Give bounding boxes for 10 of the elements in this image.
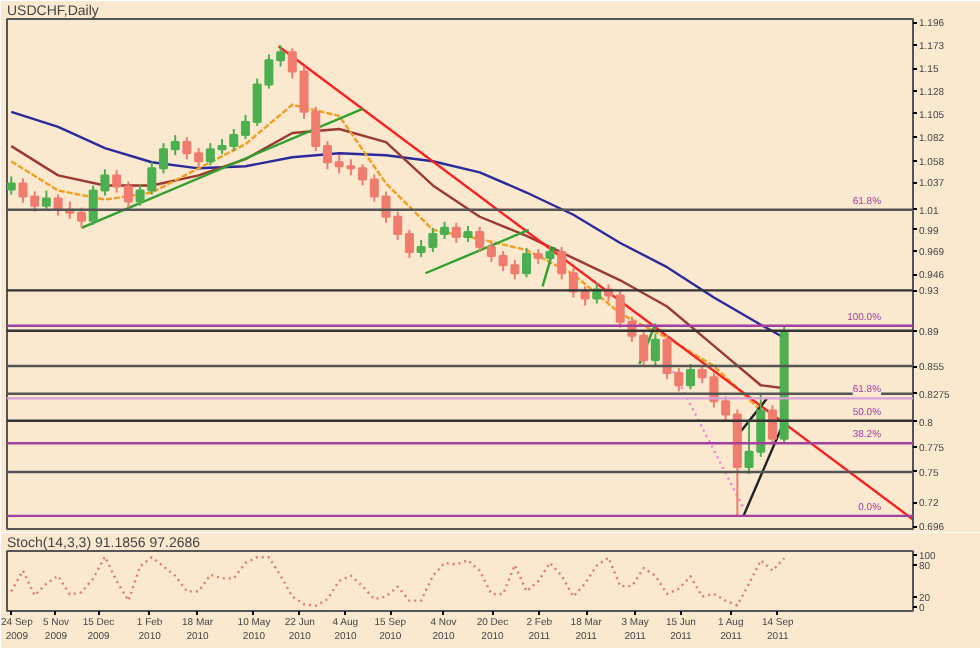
- candlestick: [451, 221, 461, 244]
- candlestick: [41, 189, 51, 211]
- candlestick: [685, 363, 696, 391]
- candlestick: [7, 175, 16, 196]
- candlestick: [767, 404, 777, 446]
- line-series: [10, 555, 786, 608]
- candlestick: [650, 332, 660, 367]
- candlestick: [522, 247, 532, 279]
- line-series: [10, 127, 786, 390]
- line-series: [10, 110, 786, 340]
